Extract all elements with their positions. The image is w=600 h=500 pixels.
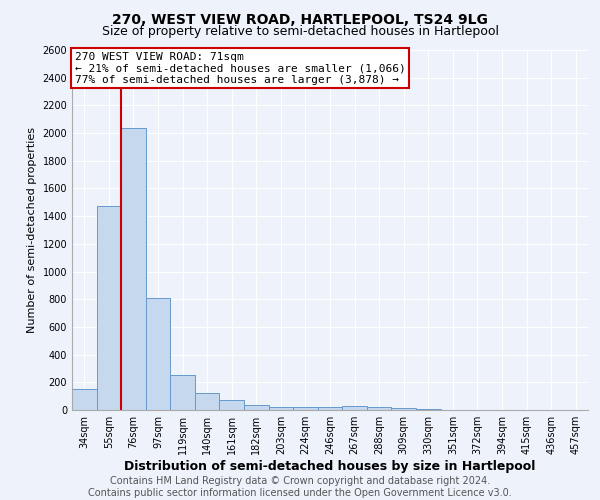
Bar (220, 400, 244, 410)
Text: Contains HM Land Registry data © Crown copyright and database right 2024.
Contai: Contains HM Land Registry data © Crown c… (88, 476, 512, 498)
Bar (318, 406, 342, 410)
Bar (269, 406, 293, 410)
X-axis label: Distribution of semi-detached houses by size in Hartlepool: Distribution of semi-detached houses by … (124, 460, 536, 473)
Bar (391, 408, 416, 410)
Bar (244, 405, 269, 410)
Bar (342, 406, 367, 410)
Bar (72, 388, 97, 410)
Y-axis label: Number of semi-detached properties: Number of semi-detached properties (27, 127, 37, 333)
Bar (146, 298, 170, 410)
Text: 270, WEST VIEW ROAD, HARTLEPOOL, TS24 9LG: 270, WEST VIEW ROAD, HARTLEPOOL, TS24 9L… (112, 12, 488, 26)
Bar (195, 394, 220, 410)
Bar (170, 376, 195, 410)
Bar (121, 128, 146, 410)
Bar (367, 407, 391, 410)
Text: Size of property relative to semi-detached houses in Hartlepool: Size of property relative to semi-detach… (101, 25, 499, 38)
Bar (293, 407, 318, 410)
Bar (97, 206, 121, 410)
Text: 270 WEST VIEW ROAD: 71sqm
← 21% of semi-detached houses are smaller (1,066)
77% : 270 WEST VIEW ROAD: 71sqm ← 21% of semi-… (74, 52, 406, 85)
